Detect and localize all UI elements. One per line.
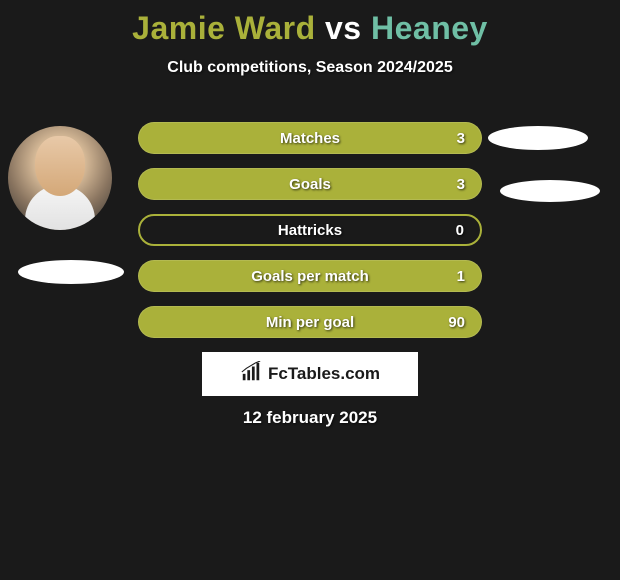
title-player1: Jamie Ward	[132, 10, 315, 46]
stat-value: 3	[457, 130, 465, 147]
page-title: Jamie Ward vs Heaney	[0, 0, 620, 47]
stat-bar-goals-per-match: Goals per match 1	[138, 260, 482, 292]
stat-bar-hattricks: Hattricks 0	[138, 214, 482, 246]
player2-stat-pill-2	[500, 180, 600, 202]
stat-bars: Matches 3 Goals 3 Hattricks 0 Goals per …	[138, 122, 482, 352]
title-player2: Heaney	[371, 10, 488, 46]
chart-icon	[240, 361, 262, 388]
stat-bar-matches: Matches 3	[138, 122, 482, 154]
player1-avatar	[8, 126, 112, 230]
branding-text: FcTables.com	[268, 364, 380, 384]
subtitle: Club competitions, Season 2024/2025	[0, 59, 620, 77]
stat-value: 1	[457, 268, 465, 285]
stat-bar-min-per-goal: Min per goal 90	[138, 306, 482, 338]
stat-label: Goals per match	[139, 268, 481, 285]
stat-label: Goals	[139, 176, 481, 193]
stat-label: Min per goal	[139, 314, 481, 331]
comparison-card: Jamie Ward vs Heaney Club competitions, …	[0, 0, 620, 580]
stat-label: Hattricks	[140, 222, 480, 239]
player2-stat-pill-1	[488, 126, 588, 150]
stat-label: Matches	[139, 130, 481, 147]
stat-value: 3	[457, 176, 465, 193]
stat-value: 90	[448, 314, 465, 331]
stat-value: 0	[456, 222, 464, 239]
stat-bar-goals: Goals 3	[138, 168, 482, 200]
player1-name-pill	[18, 260, 124, 284]
title-vs: vs	[316, 10, 371, 46]
date-label: 12 february 2025	[0, 408, 620, 428]
branding-badge: FcTables.com	[202, 352, 418, 396]
